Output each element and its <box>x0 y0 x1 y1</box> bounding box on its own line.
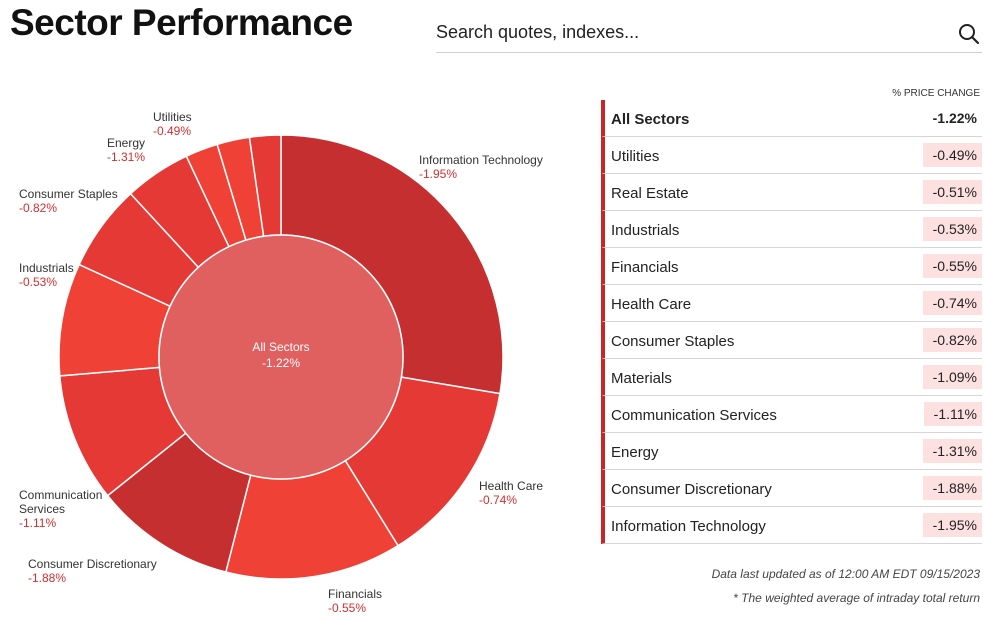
page-title: Sector Performance <box>10 2 353 43</box>
sector-name: Industrials <box>611 222 680 239</box>
sector-chart: Information Technology -1.95% Health Care -… <box>0 70 590 626</box>
table-row[interactable]: Information Technology -1.95% <box>601 507 982 544</box>
slice-label: Consumer Staples <box>19 187 118 201</box>
sector-name: Consumer Staples <box>611 333 735 350</box>
table-row[interactable]: Utilities -0.49% <box>601 137 982 174</box>
table-row[interactable]: Consumer Discretionary -1.88% <box>601 470 982 507</box>
slice-label: Services <box>19 502 65 516</box>
search-input[interactable] <box>436 14 936 50</box>
table-row[interactable]: Energy -1.31% <box>601 433 982 470</box>
price-change: -0.82% <box>922 328 982 352</box>
price-change: -0.53% <box>922 217 982 241</box>
slice-value-label: -1.95% <box>419 167 457 181</box>
slice-value-label: -0.55% <box>328 601 366 615</box>
sector-name: All Sectors <box>611 111 690 128</box>
search-bar <box>436 14 982 53</box>
slice-label: Utilities <box>153 110 192 124</box>
sector-name: Utilities <box>611 148 660 165</box>
price-change: -1.22% <box>932 110 977 126</box>
sector-name: Health Care <box>611 296 692 313</box>
price-change: -0.55% <box>922 254 982 278</box>
table-row[interactable]: Health Care -0.74% <box>601 285 982 322</box>
price-change: -1.31% <box>922 439 982 463</box>
price-change: -1.11% <box>923 402 982 426</box>
search-icon[interactable] <box>958 23 980 45</box>
center-value: -1.22% <box>262 356 300 370</box>
table-row[interactable]: Materials -1.09% <box>601 359 982 396</box>
sector-name: Financials <box>611 259 679 276</box>
slice-value-label: -1.11% <box>19 516 56 530</box>
price-change: -1.09% <box>922 365 982 389</box>
table-row[interactable]: Communication Services -1.11% <box>601 396 982 433</box>
center-circle <box>158 234 404 480</box>
sector-donut-chart: Information Technology-1.95%Health Care-… <box>19 110 543 615</box>
slice-value-label: -0.53% <box>19 275 57 289</box>
slice-label: Information Technology <box>419 153 543 167</box>
slice-value-label: -0.74% <box>479 493 517 507</box>
last-updated-note: Data last updated as of 12:00 AM EDT 09/… <box>711 567 980 581</box>
center-label: All Sectors <box>252 340 309 354</box>
sector-name: Energy <box>611 444 659 461</box>
sector-name: Materials <box>611 370 672 387</box>
slice-value-label: -0.82% <box>19 201 57 215</box>
column-header: % PRICE CHANGE <box>892 88 980 99</box>
sector-name: Information Technology <box>611 518 766 535</box>
sector-table: All Sectors -1.22% Utilities -0.49% Real E… <box>601 100 982 544</box>
table-row[interactable]: Consumer Staples -0.82% <box>601 322 982 359</box>
sector-name: Real Estate <box>611 185 689 202</box>
table-row[interactable]: Industrials -0.53% <box>601 211 982 248</box>
table-row[interactable]: Financials -0.55% <box>601 248 982 285</box>
slice-label: Consumer Discretionary <box>28 557 157 571</box>
slice-label: Communication <box>19 488 102 502</box>
sector-name: Consumer Discretionary <box>611 481 772 498</box>
price-change: -1.88% <box>922 476 982 500</box>
slice-value-label: -0.49% <box>153 124 191 138</box>
slice-label: Energy <box>107 136 145 150</box>
slice-value-label: -1.88% <box>28 571 66 585</box>
slice-label: Health Care <box>479 479 543 493</box>
table-row[interactable]: All Sectors -1.22% <box>601 100 982 137</box>
slice-label: Financials <box>328 587 382 601</box>
price-change: -0.51% <box>922 180 982 204</box>
slice-value-label: -1.31% <box>107 150 145 164</box>
table-row[interactable]: Real Estate -0.51% <box>601 174 982 211</box>
price-change: -0.74% <box>922 291 982 315</box>
price-change: -0.49% <box>922 143 982 167</box>
slice-label: Industrials <box>19 261 74 275</box>
price-change: -1.95% <box>922 513 982 537</box>
footnote: * The weighted average of intraday total… <box>733 591 980 605</box>
sector-name: Communication Services <box>611 407 777 424</box>
